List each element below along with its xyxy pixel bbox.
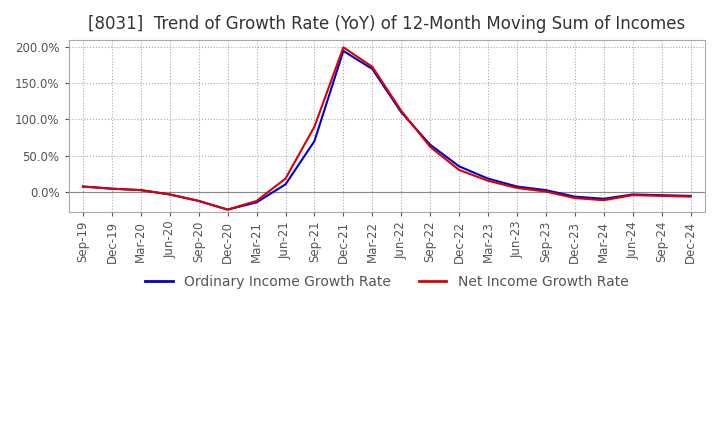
Title: [8031]  Trend of Growth Rate (YoY) of 12-Month Moving Sum of Incomes: [8031] Trend of Growth Rate (YoY) of 12-…	[88, 15, 685, 33]
Legend: Ordinary Income Growth Rate, Net Income Growth Rate: Ordinary Income Growth Rate, Net Income …	[140, 269, 634, 294]
